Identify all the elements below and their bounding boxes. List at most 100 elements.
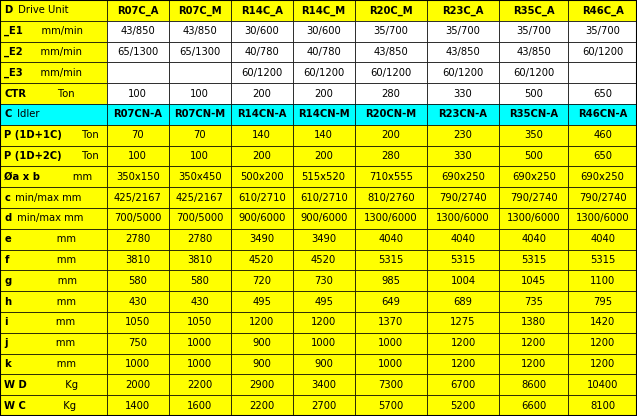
Bar — [0, 250, 107, 270]
Bar — [355, 312, 427, 333]
Text: 70: 70 — [131, 130, 144, 140]
Text: R14C_M: R14C_M — [301, 5, 346, 15]
Text: 900/6000: 900/6000 — [300, 213, 347, 223]
Bar — [107, 395, 169, 416]
Text: 1200: 1200 — [311, 317, 336, 327]
Text: 100: 100 — [128, 151, 147, 161]
Text: min/max mm: min/max mm — [13, 213, 83, 223]
Bar — [292, 83, 355, 104]
Bar — [0, 83, 107, 104]
Bar — [107, 354, 169, 374]
Bar — [231, 208, 292, 229]
Text: 1000: 1000 — [187, 359, 212, 369]
Text: 1000: 1000 — [378, 359, 403, 369]
Bar — [0, 62, 107, 83]
Text: 1370: 1370 — [378, 317, 403, 327]
Bar — [568, 42, 637, 62]
Bar — [107, 166, 169, 187]
Bar — [355, 229, 427, 250]
Bar — [107, 21, 169, 42]
Bar — [499, 146, 568, 166]
Bar — [292, 312, 355, 333]
Text: 690x250: 690x250 — [581, 172, 624, 182]
Text: mm: mm — [13, 276, 76, 286]
Bar — [499, 208, 568, 229]
Text: 610/2710: 610/2710 — [300, 193, 348, 203]
Text: 330: 330 — [454, 89, 473, 99]
Bar — [292, 62, 355, 83]
Text: 1275: 1275 — [450, 317, 476, 327]
Bar — [355, 395, 427, 416]
Text: 500: 500 — [524, 151, 543, 161]
Text: R14C_A: R14C_A — [241, 5, 283, 15]
Bar — [0, 333, 107, 354]
Text: R20CN-M: R20CN-M — [365, 109, 417, 119]
Text: mm/min: mm/min — [28, 47, 82, 57]
Bar — [107, 229, 169, 250]
Text: 1300/6000: 1300/6000 — [576, 213, 629, 223]
Text: 689: 689 — [454, 297, 473, 307]
Bar — [568, 187, 637, 208]
Bar — [0, 104, 107, 125]
Text: 430: 430 — [128, 297, 147, 307]
Bar — [231, 146, 292, 166]
Bar — [355, 354, 427, 374]
Text: mm/min: mm/min — [29, 26, 83, 36]
Bar — [169, 146, 231, 166]
Text: 900/6000: 900/6000 — [238, 213, 285, 223]
Text: 5315: 5315 — [521, 255, 547, 265]
Text: Drive Unit: Drive Unit — [15, 5, 68, 15]
Text: Idler: Idler — [14, 109, 39, 119]
Bar — [568, 270, 637, 291]
Text: 43/850: 43/850 — [182, 26, 217, 36]
Text: 700/5000: 700/5000 — [114, 213, 161, 223]
Text: 4040: 4040 — [590, 234, 615, 244]
Bar — [0, 166, 107, 187]
Text: 140: 140 — [252, 130, 271, 140]
Bar — [355, 125, 427, 146]
Text: 350x450: 350x450 — [178, 172, 222, 182]
Text: R07CN-A: R07CN-A — [113, 109, 162, 119]
Text: mm: mm — [13, 234, 76, 244]
Text: mm: mm — [13, 359, 76, 369]
Text: e: e — [4, 234, 11, 244]
Bar — [107, 250, 169, 270]
Bar — [568, 354, 637, 374]
Text: 60/1200: 60/1200 — [513, 68, 554, 78]
Text: 7300: 7300 — [378, 380, 403, 390]
Text: 100: 100 — [190, 151, 209, 161]
Bar — [292, 270, 355, 291]
Text: h: h — [4, 297, 11, 307]
Bar — [169, 104, 231, 125]
Bar — [355, 146, 427, 166]
Bar — [107, 374, 169, 395]
Text: 60/1200: 60/1200 — [241, 68, 282, 78]
Text: 200: 200 — [382, 130, 400, 140]
Bar — [169, 187, 231, 208]
Bar — [169, 270, 231, 291]
Text: 350x150: 350x150 — [116, 172, 160, 182]
Bar — [355, 187, 427, 208]
Text: 650: 650 — [593, 89, 612, 99]
Bar — [427, 104, 499, 125]
Bar — [231, 395, 292, 416]
Bar — [568, 291, 637, 312]
Text: 40/780: 40/780 — [245, 47, 279, 57]
Text: 5315: 5315 — [590, 255, 615, 265]
Bar — [292, 374, 355, 395]
Bar — [169, 125, 231, 146]
Bar — [169, 395, 231, 416]
Text: 790/2740: 790/2740 — [579, 193, 626, 203]
Bar — [0, 354, 107, 374]
Bar — [0, 395, 107, 416]
Bar — [499, 333, 568, 354]
Bar — [499, 104, 568, 125]
Bar — [499, 21, 568, 42]
Text: 30/600: 30/600 — [245, 26, 279, 36]
Text: R14CN-A: R14CN-A — [237, 109, 287, 119]
Bar — [0, 187, 107, 208]
Text: 140: 140 — [314, 130, 333, 140]
Text: 430: 430 — [190, 297, 209, 307]
Bar — [427, 333, 499, 354]
Bar — [107, 0, 169, 21]
